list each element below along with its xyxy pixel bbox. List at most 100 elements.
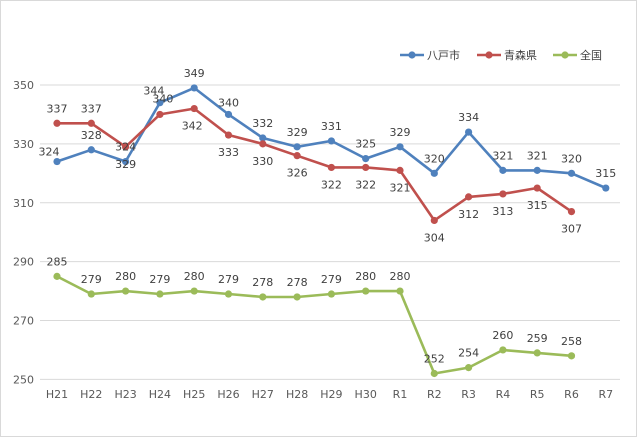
data-label: 279 bbox=[218, 273, 239, 286]
data-label: 325 bbox=[355, 138, 376, 151]
legend-marker-1 bbox=[485, 51, 493, 59]
data-label: 324 bbox=[115, 141, 136, 154]
data-label: 312 bbox=[458, 208, 479, 221]
data-point bbox=[533, 166, 541, 174]
data-label: 315 bbox=[527, 199, 548, 212]
data-label: 332 bbox=[252, 117, 273, 130]
data-point bbox=[224, 131, 233, 139]
data-label: 313 bbox=[492, 205, 513, 218]
data-label: 329 bbox=[390, 126, 411, 139]
data-point bbox=[53, 157, 61, 166]
data-point bbox=[430, 369, 438, 378]
data-point bbox=[327, 137, 335, 145]
data-point bbox=[224, 290, 233, 298]
x-tick-label: R5 bbox=[530, 388, 545, 401]
data-point bbox=[567, 352, 576, 360]
data-label: 320 bbox=[561, 152, 582, 165]
series-line-1 bbox=[57, 107, 573, 222]
data-label: 329 bbox=[287, 126, 308, 139]
x-tick-label: R3 bbox=[461, 388, 476, 401]
y-tick-label: 330 bbox=[13, 138, 34, 151]
x-tick-label: H22 bbox=[80, 388, 102, 401]
x-axis: H21 H22 H23 H24 H25 H26 H27 H28 H29 H30 R1 R2 R3 R4 R5… bbox=[46, 388, 613, 401]
data-point bbox=[499, 346, 507, 354]
data-label: 340 bbox=[218, 96, 239, 109]
data-labels: 324 328 324 344 349 340 332 329 331 325 329 320 334 3… bbox=[39, 67, 617, 366]
data-label: 337 bbox=[81, 102, 102, 115]
data-label: 260 bbox=[492, 329, 513, 342]
data-point bbox=[465, 193, 473, 201]
data-point bbox=[533, 349, 541, 357]
data-point bbox=[362, 163, 370, 172]
data-label: 321 bbox=[492, 149, 513, 162]
data-label: 326 bbox=[287, 167, 308, 180]
data-label: 331 bbox=[321, 120, 342, 133]
data-label: 259 bbox=[527, 332, 548, 345]
data-point bbox=[533, 184, 541, 192]
x-tick-label: H21 bbox=[46, 388, 68, 401]
legend-label: 全国 bbox=[580, 48, 602, 62]
data-label: 349 bbox=[184, 67, 205, 80]
data-point bbox=[53, 272, 61, 280]
data-point bbox=[87, 146, 95, 154]
x-tick-label: H28 bbox=[286, 388, 308, 401]
y-tick-label: 270 bbox=[13, 315, 34, 328]
x-tick-label: H23 bbox=[114, 388, 136, 401]
data-label: 278 bbox=[287, 276, 308, 289]
x-tick-label: H30 bbox=[355, 388, 377, 401]
data-point bbox=[430, 216, 438, 225]
x-tick-label: H29 bbox=[320, 388, 342, 401]
data-point bbox=[465, 364, 473, 372]
x-tick-label: H24 bbox=[149, 388, 171, 401]
x-tick-label: H27 bbox=[252, 388, 274, 401]
data-point bbox=[362, 155, 370, 163]
legend: 八戸市 青森県 全国 bbox=[400, 48, 602, 62]
data-point bbox=[327, 163, 335, 172]
y-axis: 250 270 290 310 330 350 bbox=[13, 79, 34, 386]
data-label: 337 bbox=[47, 102, 68, 115]
x-tick-label: R1 bbox=[393, 388, 408, 401]
data-point bbox=[53, 119, 61, 127]
data-point bbox=[602, 184, 610, 192]
data-label: 321 bbox=[527, 149, 548, 162]
data-point bbox=[156, 290, 164, 298]
x-tick-label: R2 bbox=[427, 388, 442, 401]
data-label: 252 bbox=[424, 353, 445, 366]
data-point bbox=[122, 143, 130, 151]
data-label: 280 bbox=[390, 270, 411, 283]
y-tick-label: 250 bbox=[13, 373, 34, 386]
data-point bbox=[430, 169, 438, 177]
data-label: 280 bbox=[115, 270, 136, 283]
data-label: 340 bbox=[152, 92, 173, 105]
data-point bbox=[396, 287, 404, 295]
data-point bbox=[293, 152, 301, 160]
data-label: 344 bbox=[143, 85, 164, 98]
x-tick-label: R7 bbox=[598, 388, 613, 401]
data-point bbox=[190, 287, 198, 295]
data-label: 333 bbox=[218, 146, 239, 159]
series-line-2 bbox=[56, 275, 572, 375]
data-label: 322 bbox=[321, 178, 342, 191]
data-point bbox=[156, 110, 164, 119]
data-point bbox=[259, 293, 267, 301]
y-tick-label: 350 bbox=[13, 79, 34, 92]
data-point bbox=[259, 134, 267, 142]
legend-label: 青森県 bbox=[504, 48, 537, 62]
data-label: 279 bbox=[321, 273, 342, 286]
x-tick-label: H26 bbox=[217, 388, 239, 401]
data-point bbox=[465, 128, 473, 136]
data-label: 254 bbox=[458, 347, 479, 360]
data-point bbox=[293, 293, 301, 301]
data-point bbox=[122, 157, 130, 166]
y-tick-label: 310 bbox=[13, 197, 34, 210]
data-point bbox=[259, 140, 267, 148]
data-label: 334 bbox=[458, 111, 479, 124]
data-point bbox=[396, 166, 404, 174]
data-label: 322 bbox=[355, 178, 376, 191]
data-point bbox=[499, 166, 507, 174]
data-label: 329 bbox=[115, 158, 136, 171]
data-point bbox=[122, 287, 130, 295]
data-label: 280 bbox=[355, 270, 376, 283]
data-label: 342 bbox=[182, 120, 203, 133]
